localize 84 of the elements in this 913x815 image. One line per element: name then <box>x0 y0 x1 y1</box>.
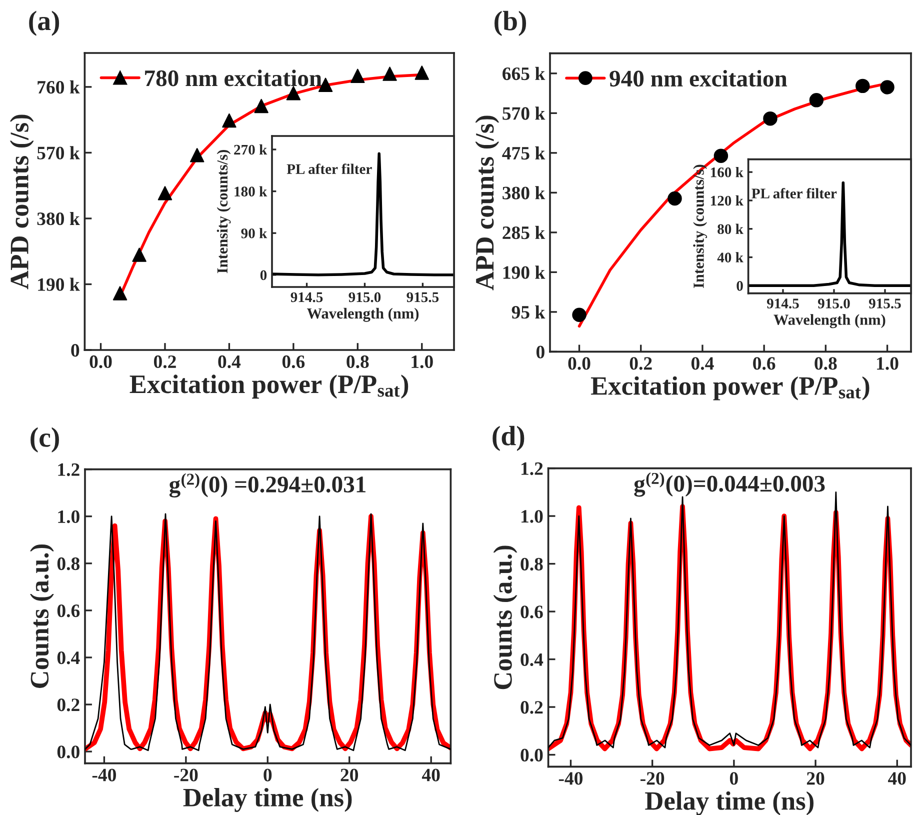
x-tick-label: 0.4 <box>218 355 241 368</box>
x-axis-title: Wavelength (nm) <box>306 308 419 322</box>
y-tick-label: 0 <box>536 346 544 358</box>
x-tick-label: 0.6 <box>753 357 776 370</box>
y-axis-title: Counts (a.u.) <box>493 546 518 690</box>
annotation: g$^{(2)}$(0) =0.294±0.031 <box>169 473 366 498</box>
x-tick-label: -20 <box>174 768 198 782</box>
chart-title: (c) <box>30 427 59 452</box>
y-tick-label: 95 k <box>512 305 546 319</box>
y-tick-label: 160 k <box>710 167 744 178</box>
y-tick-label: 570 k <box>502 106 546 120</box>
y-tick-label: 380 k <box>502 186 546 200</box>
y-tick-label: 0.8 <box>520 558 543 571</box>
y-tick-label: 0.4 <box>520 653 544 666</box>
x-tick-label: 40 <box>422 768 440 782</box>
y-axis-title: Counts (a.u.) <box>30 544 54 688</box>
x-tick-label: 0.2 <box>154 355 176 368</box>
x-axis-title: Wavelength (nm) <box>774 314 886 328</box>
y-axis-title: APD counts (/s) <box>10 114 34 290</box>
x-tick-label: 0.4 <box>691 357 714 370</box>
y-tick-label: 0.2 <box>520 701 543 714</box>
x-tick-label: 20 <box>340 768 358 782</box>
x-tick-label: 915.5 <box>406 292 439 302</box>
y-tick-label: 0 <box>260 270 267 280</box>
legend-label: 780 nm excitation <box>145 70 322 86</box>
x-tick-label: -40 <box>92 768 116 782</box>
annotation: PL after filter <box>286 164 372 174</box>
y-tick-label: 0 <box>71 344 80 357</box>
y-axis-title: Intensity (counts/s) <box>216 150 231 274</box>
x-tick-label: 0.0 <box>90 355 112 368</box>
y-tick-label: 180 k <box>234 186 268 196</box>
x-tick-label: 0.8 <box>814 357 837 370</box>
chart-title: (a) <box>29 10 60 36</box>
y-tick-label: 1.2 <box>522 462 543 476</box>
x-tick-label: 40 <box>888 772 906 785</box>
y-axis-title: APD counts (/s) <box>475 116 500 290</box>
y-tick-label: 0.0 <box>520 748 543 762</box>
y-tick-label: 285 k <box>502 226 546 240</box>
chart-title: (b) <box>494 10 526 36</box>
x-axis-title: Excitation power (P/P$_{sat}$) <box>130 374 408 399</box>
legend-label: 940 nm excitation <box>610 70 788 87</box>
y-tick-label: 0.6 <box>520 606 543 618</box>
x-tick-label: 915.0 <box>348 292 381 302</box>
y-tick-label: 270 k <box>234 144 268 155</box>
x-axis-title: Delay time (ns) <box>645 791 814 815</box>
y-tick-label: 760 k <box>38 80 80 94</box>
y-tick-label: 0.2 <box>57 698 80 712</box>
y-tick-label: 570 k <box>37 146 80 160</box>
y-tick-label: 190 k <box>38 278 80 291</box>
x-tick-label: -20 <box>640 772 664 785</box>
chart-title: (d) <box>492 426 524 452</box>
y-tick-label: 1.2 <box>58 463 80 476</box>
annotation: PL after filter <box>752 188 837 198</box>
x-axis-title: Delay time (ns) <box>183 788 352 812</box>
y-tick-label: 0 <box>736 280 743 291</box>
y-tick-label: 665 k <box>502 66 546 80</box>
y-tick-label: 190 k <box>503 266 546 279</box>
x-axis-title: Excitation power (P/P$_{sat}$) <box>590 376 870 400</box>
y-tick-label: 0.6 <box>57 604 80 618</box>
y-tick-label: 0.0 <box>57 746 80 758</box>
y-tick-label: 40 k <box>717 252 744 262</box>
y-tick-label: 0.8 <box>57 557 80 570</box>
y-tick-label: 0.4 <box>57 651 80 664</box>
y-tick-label: 380 k <box>37 212 80 226</box>
x-tick-label: 20 <box>806 772 824 785</box>
y-tick-label: 120 k <box>710 195 744 206</box>
x-tick-label: 915.5 <box>868 298 901 308</box>
annotation: g$^{(2)}$(0)=0.044±0.003 <box>634 472 825 497</box>
x-tick-label: 1.0 <box>877 357 898 370</box>
y-tick-label: 1.0 <box>58 510 80 524</box>
x-tick-label: 0.2 <box>630 357 652 370</box>
x-tick-label: 914.5 <box>766 298 799 308</box>
x-tick-label: 0.6 <box>282 355 305 368</box>
x-tick-label: 915.0 <box>818 298 850 308</box>
y-tick-label: 80 k <box>718 224 744 234</box>
y-tick-label: 90 k <box>241 228 268 238</box>
y-axis-title: Intensity (counts/s) <box>693 164 708 288</box>
y-tick-label: 475 k <box>502 146 546 160</box>
x-tick-label: 0.8 <box>346 355 369 368</box>
x-tick-label: 0.0 <box>568 357 590 370</box>
x-tick-label: -40 <box>558 772 583 785</box>
y-tick-label: 1.0 <box>522 510 543 523</box>
x-tick-label: 914.5 <box>290 292 323 302</box>
x-tick-label: 1.0 <box>412 355 433 368</box>
